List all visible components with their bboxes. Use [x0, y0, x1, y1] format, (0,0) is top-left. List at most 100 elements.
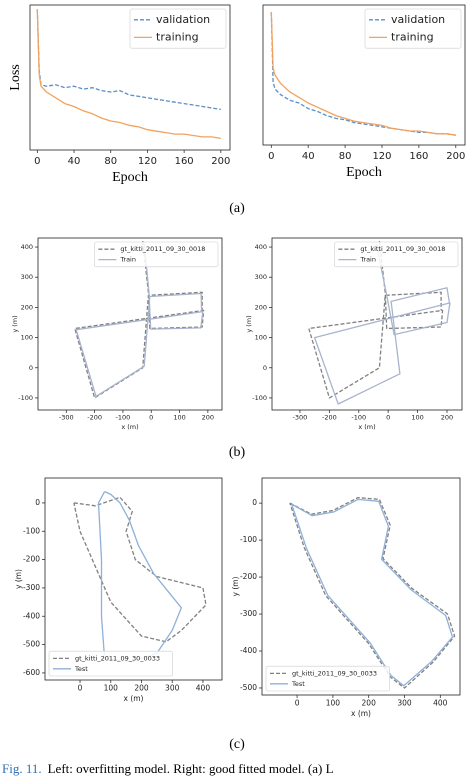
- data-line: [73, 496, 207, 643]
- x-tick-label: 0: [149, 414, 153, 422]
- legend-label: validation: [156, 13, 210, 26]
- data-line: [74, 240, 205, 399]
- x-tick-label: 100: [326, 699, 341, 708]
- legend-box: [129, 8, 227, 49]
- y-axis-label: y (m): [14, 569, 23, 589]
- legend-label: Test: [291, 680, 305, 688]
- y-tick-label: 300: [21, 273, 33, 281]
- y-tick-label: 300: [255, 273, 267, 281]
- y-axis-label: y (m): [245, 315, 253, 332]
- y-tick-label: -100: [23, 526, 40, 535]
- x-tick-label: -300: [59, 414, 74, 422]
- figure-label: Fig. 11.: [2, 761, 42, 776]
- x-tick-label: -100: [351, 414, 366, 422]
- x-tick-label: 80: [339, 151, 352, 162]
- x-tick-label: 0: [34, 156, 40, 167]
- figure-text: Left: overfitting model. Right: good fit…: [48, 761, 334, 776]
- y-tick-label: -400: [240, 646, 257, 655]
- y-tick-label: -200: [240, 572, 257, 581]
- axes-frame: [37, 237, 223, 411]
- caption-a: (a): [229, 201, 245, 216]
- x-tick-label: 0: [386, 414, 390, 422]
- y-tick-label: 200: [255, 303, 267, 311]
- y-tick-label: -100: [252, 394, 267, 402]
- legend-label: gt_kitti_2011_09_30_0033: [75, 654, 160, 662]
- y-tick-label: 100: [21, 334, 33, 342]
- x-tick-label: 80: [104, 156, 117, 167]
- legend-label: Test: [74, 665, 88, 673]
- data-line: [313, 243, 451, 405]
- x-tick-label: 200: [362, 699, 377, 708]
- data-line: [308, 240, 444, 399]
- x-tick-label: -100: [116, 414, 131, 422]
- x-tick-label: 200: [211, 156, 230, 167]
- x-tick-label: -200: [87, 414, 102, 422]
- y-tick-label: 0: [252, 498, 257, 507]
- x-tick-label: 300: [165, 684, 180, 693]
- x-tick-label: 120: [372, 151, 391, 162]
- x-tick-label: 400: [196, 684, 211, 693]
- data-line: [36, 9, 221, 140]
- legend-label: validation: [391, 13, 445, 26]
- plot: -300 -200 -100 0 100 200 -100 0 100 200 300 400 x (m…: [245, 237, 463, 431]
- legend-box: [364, 8, 462, 49]
- y-axis-label: y (m): [231, 576, 240, 596]
- x-tick-label: -300: [293, 414, 308, 422]
- x-tick-label: 0: [78, 684, 83, 693]
- data-line: [36, 9, 221, 111]
- plot: 0 40 80 120 160 200 Epoch Loss validation trainin…: [8, 4, 231, 185]
- data-line: [270, 11, 456, 136]
- legend-label: training: [391, 30, 434, 43]
- figure-caption: Fig. 11. Left: overfitting model. Right: …: [2, 761, 334, 776]
- data-line: [75, 242, 204, 398]
- y-tick-label: 400: [21, 243, 33, 251]
- y-tick-label: -200: [23, 555, 40, 564]
- data-line: [291, 498, 454, 687]
- legend-box: [334, 241, 459, 268]
- y-tick-label: -400: [23, 611, 40, 620]
- x-axis-label: x (m): [351, 709, 371, 718]
- legend-box: [265, 665, 390, 692]
- x-tick-label: 0: [295, 699, 300, 708]
- x-axis-label: x (m): [358, 423, 375, 431]
- legend-label: training: [156, 30, 199, 43]
- x-axis-label: Epoch: [346, 165, 382, 180]
- legend-label: Train: [359, 256, 376, 264]
- y-tick-label: 0: [263, 364, 267, 372]
- y-axis-label: Loss: [8, 64, 23, 90]
- x-tick-label: 100: [411, 414, 423, 422]
- y-tick-label: -300: [23, 583, 40, 592]
- x-tick-label: -200: [322, 414, 337, 422]
- data-line: [97, 491, 183, 663]
- legend-box: [94, 241, 219, 268]
- axes-frame: [261, 477, 461, 696]
- caption-c: (c): [229, 737, 245, 752]
- x-axis-label: x (m): [124, 694, 144, 703]
- plot: 0 40 80 120 160 200 Epoch validation training: [262, 4, 466, 180]
- y-tick-label: -600: [23, 668, 40, 677]
- plot: 0 100 200 300 400 0 -100 -200 -300 -400 -500 -600 x …: [14, 477, 223, 703]
- x-tick-label: 400: [433, 699, 448, 708]
- y-axis-label: y (m): [11, 315, 19, 332]
- axes-frame: [29, 4, 231, 151]
- data-line: [289, 496, 456, 689]
- legend-label: gt_kitti_2011_09_30_0033: [292, 669, 377, 677]
- legend-box: [48, 650, 173, 677]
- caption-b: (b): [229, 445, 246, 460]
- x-axis-label: Epoch: [112, 170, 148, 185]
- x-tick-label: 40: [68, 156, 81, 167]
- y-tick-label: 400: [255, 243, 267, 251]
- y-tick-label: 0: [35, 498, 40, 507]
- x-tick-label: 300: [397, 699, 412, 708]
- data-line: [270, 11, 456, 136]
- axes-frame: [271, 237, 463, 411]
- legend-label: gt_kitti_2011_09_30_0018: [120, 245, 205, 253]
- axes-frame: [262, 4, 466, 146]
- y-tick-label: 200: [21, 303, 33, 311]
- y-tick-label: -300: [240, 609, 257, 618]
- y-tick-label: 100: [255, 334, 267, 342]
- x-tick-label: 200: [441, 414, 453, 422]
- x-tick-label: 100: [104, 684, 119, 693]
- legend-label: gt_kitti_2011_09_30_0018: [360, 245, 445, 253]
